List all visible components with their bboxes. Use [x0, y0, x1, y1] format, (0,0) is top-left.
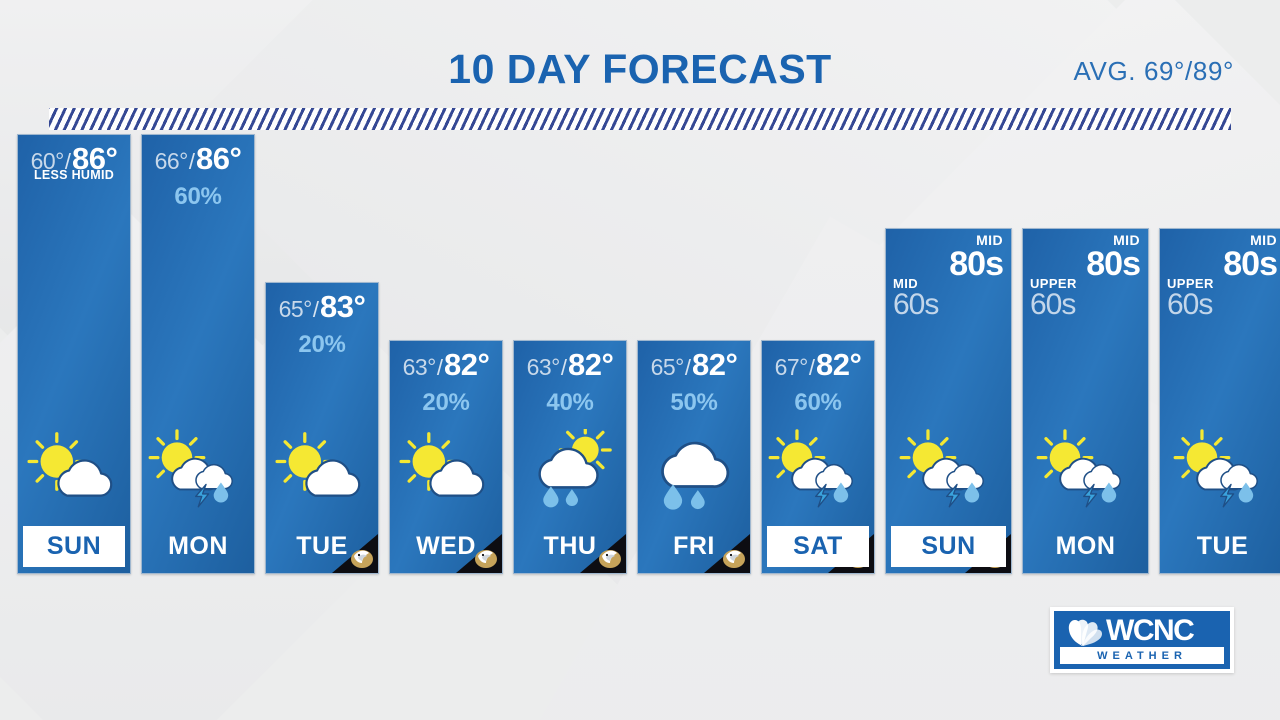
high-range-value: 80s	[1223, 245, 1278, 283]
temperature-row: 66°/86°	[142, 141, 254, 177]
average-temps: AVG. 69°/89°	[1073, 56, 1234, 86]
precipitation-chance: 20%	[422, 389, 470, 416]
temperature-row: 65°/82°	[638, 347, 750, 383]
forecast-day-column[interactable]: 67°/82° 60% SAT	[761, 340, 875, 574]
logo-inner: WCNC WEATHER	[1054, 611, 1230, 669]
temperature-row: 65°/83°	[266, 289, 378, 325]
high-temp: 86°	[72, 141, 118, 176]
team-logo-badge	[580, 534, 626, 573]
low-temp: 65°	[650, 354, 685, 380]
day-label[interactable]: MON	[1055, 532, 1116, 560]
low-temp: 63°	[402, 354, 437, 380]
low-temp-range: UPPER 60s	[1167, 277, 1214, 320]
high-temp: 82°	[816, 347, 862, 382]
temperature-row: 60°/86°	[18, 141, 130, 177]
temp-separator: /	[560, 355, 567, 380]
logo-wordmark: WCNC	[1106, 614, 1195, 647]
low-range-value: 60s	[893, 288, 939, 321]
temperature-row: 67°/82°	[762, 347, 874, 383]
high-temp-range: MID 80s	[949, 232, 1004, 283]
forecast-day-column[interactable]: MID 80s MID 60s SUN	[885, 228, 1012, 574]
forecast-day-column[interactable]: 66°/86° 60% MON	[141, 134, 255, 574]
high-temp: 82°	[444, 347, 490, 382]
high-temp: 82°	[568, 347, 614, 382]
temp-separator: /	[684, 355, 691, 380]
low-temp: 67°	[774, 354, 809, 380]
day-label[interactable]: MON	[168, 532, 228, 560]
high-range-word: MID	[1250, 232, 1277, 248]
logo-subtitle: WEATHER	[1060, 647, 1224, 664]
low-temp: 60°	[30, 148, 65, 174]
forecast-day-column[interactable]: 65°/83° 20% TUE	[265, 282, 379, 574]
low-temp: 65°	[278, 296, 313, 322]
low-range-value: 60s	[1030, 288, 1076, 321]
team-logo-badge	[332, 534, 378, 573]
day-label[interactable]: FRI	[673, 532, 715, 560]
forecast-day-column[interactable]: 63°/82° 20% WED	[389, 340, 503, 574]
forecast-day-column[interactable]: MID 80s UPPER 60s MON	[1022, 228, 1149, 574]
sun-cloud-icon	[399, 432, 485, 497]
temperature-row: 63°/82°	[514, 347, 626, 383]
wcnc-weather-logo: WCNC WEATHER	[1050, 607, 1234, 673]
precipitation-chance: 60%	[174, 183, 222, 210]
sun-cloud-icon	[27, 432, 113, 497]
forecast-columns: 60°/86° LESS HUMID SUN 66°/86° 60% MON 6…	[17, 134, 1280, 574]
high-range-value: 80s	[1086, 245, 1141, 283]
cloud-sun-rain-icon	[538, 429, 612, 508]
high-temp: 82°	[692, 347, 738, 382]
temp-separator: /	[188, 149, 195, 174]
header: 10 DAY FORECAST AVG. 69°/89°	[0, 46, 1280, 96]
forecast-day-column[interactable]: MID 80s UPPER 60s TUE	[1159, 228, 1280, 574]
day-label[interactable]: SAT	[768, 527, 868, 566]
temp-separator: /	[808, 355, 815, 380]
day-label[interactable]: SUN	[892, 527, 1005, 566]
temp-separator: /	[436, 355, 443, 380]
low-range-word: UPPER	[1167, 276, 1214, 291]
hatch-divider	[49, 108, 1231, 130]
high-temp: 86°	[196, 141, 242, 176]
precipitation-chance: 40%	[546, 389, 594, 416]
low-temp: 63°	[526, 354, 561, 380]
day-label[interactable]: TUE	[1196, 532, 1249, 560]
team-logo-badge	[456, 534, 502, 573]
day-label[interactable]: TUE	[296, 532, 348, 560]
temp-separator: /	[64, 149, 71, 174]
precipitation-chance: 20%	[298, 331, 346, 358]
sun-cloud-storm-icon	[1036, 429, 1121, 508]
forecast-day-column[interactable]: 63°/82° 40% THU	[513, 340, 627, 574]
page-title: 10 DAY FORECAST	[448, 46, 832, 92]
team-logo-badge	[704, 534, 750, 573]
high-temp: 83°	[320, 289, 366, 324]
high-range-word: MID	[976, 232, 1003, 248]
high-temp-range: MID 80s	[1086, 232, 1141, 283]
day-label[interactable]: SUN	[24, 527, 124, 566]
temp-separator: /	[312, 297, 319, 322]
high-temp-range: MID 80s	[1223, 232, 1278, 283]
sun-cloud-icon	[275, 432, 361, 497]
precipitation-chance: 60%	[794, 389, 842, 416]
cloud-rain-icon	[661, 441, 730, 510]
forecast-day-column[interactable]: 65°/82° 50% FRI	[637, 340, 751, 574]
low-temp-range: UPPER 60s	[1030, 277, 1077, 320]
low-range-word: MID	[893, 276, 919, 291]
high-range-word: MID	[1113, 232, 1140, 248]
sun-cloud-storm-icon	[768, 429, 853, 508]
low-range-value: 60s	[1167, 288, 1213, 321]
precipitation-chance: 50%	[670, 389, 718, 416]
forecast-day-column[interactable]: 60°/86° LESS HUMID SUN	[17, 134, 131, 574]
temperature-row: 63°/82°	[390, 347, 502, 383]
day-label[interactable]: THU	[543, 532, 597, 560]
nbc-peacock-icon	[1068, 619, 1102, 646]
sun-cloud-storm-icon	[1173, 429, 1258, 508]
low-temp: 66°	[154, 148, 189, 174]
sun-cloud-storm-icon	[899, 429, 984, 508]
low-temp-range: MID 60s	[893, 276, 939, 321]
day-label[interactable]: WED	[416, 532, 476, 560]
low-range-word: UPPER	[1030, 276, 1077, 291]
condition-note: LESS HUMID	[33, 168, 115, 182]
high-range-value: 80s	[949, 245, 1004, 283]
sun-cloud-storm-icon	[148, 429, 233, 508]
